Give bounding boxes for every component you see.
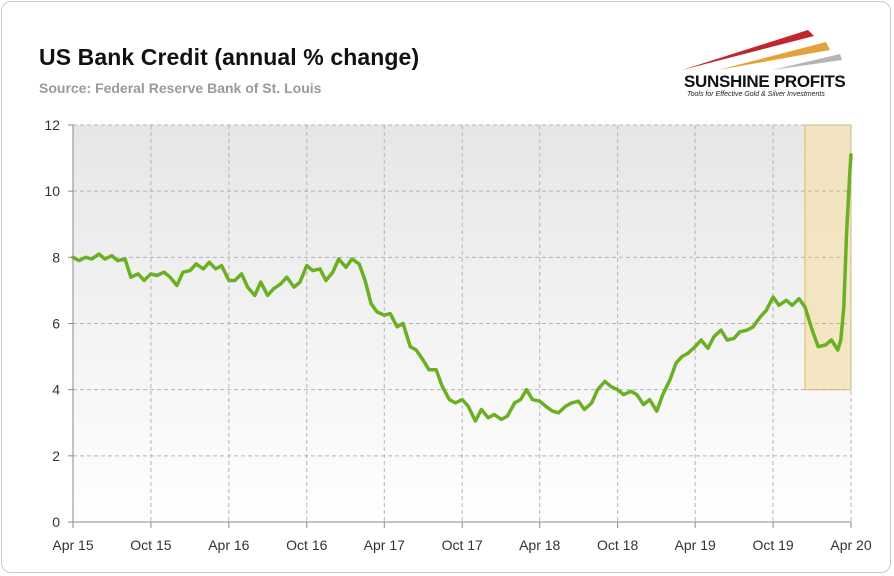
chart-source: Source: Federal Reserve Bank of St. Loui…	[39, 80, 322, 96]
y-tick-label: 10	[44, 183, 60, 199]
logo-ray-red	[682, 30, 814, 70]
y-tick-label: 0	[52, 514, 60, 530]
y-tick-label: 8	[52, 249, 60, 265]
x-tick-label: Apr 20	[830, 537, 871, 553]
chart-title: US Bank Credit (annual % change)	[39, 44, 420, 70]
x-tick-label: Oct 16	[286, 537, 327, 553]
x-tick-label: Oct 17	[442, 537, 483, 553]
series-line-bank-credit	[71, 153, 853, 423]
logo-ray-gray	[772, 54, 842, 70]
logo-rays-icon	[682, 30, 842, 70]
logo-tagline: Tools for Effective Gold & Silver Invest…	[687, 91, 825, 98]
x-tick-label: Oct 19	[752, 537, 793, 553]
x-tick-label: Apr 17	[364, 537, 405, 553]
y-tick-label: 12	[44, 117, 60, 133]
x-tick-label: Apr 15	[52, 537, 93, 553]
x-tick-label: Apr 16	[208, 537, 249, 553]
x-tick-label: Oct 18	[597, 537, 638, 553]
x-tick-label: Apr 19	[675, 537, 716, 553]
y-tick-label: 4	[52, 382, 60, 398]
logo-ray-gold	[718, 42, 830, 70]
x-tick-label: Apr 18	[519, 537, 560, 553]
y-tick-label: 2	[52, 448, 60, 464]
y-tick-label: 6	[52, 316, 60, 332]
x-tick-label: Oct 15	[130, 537, 171, 553]
logo-name: SUNSHINE PROFITS	[684, 72, 846, 91]
